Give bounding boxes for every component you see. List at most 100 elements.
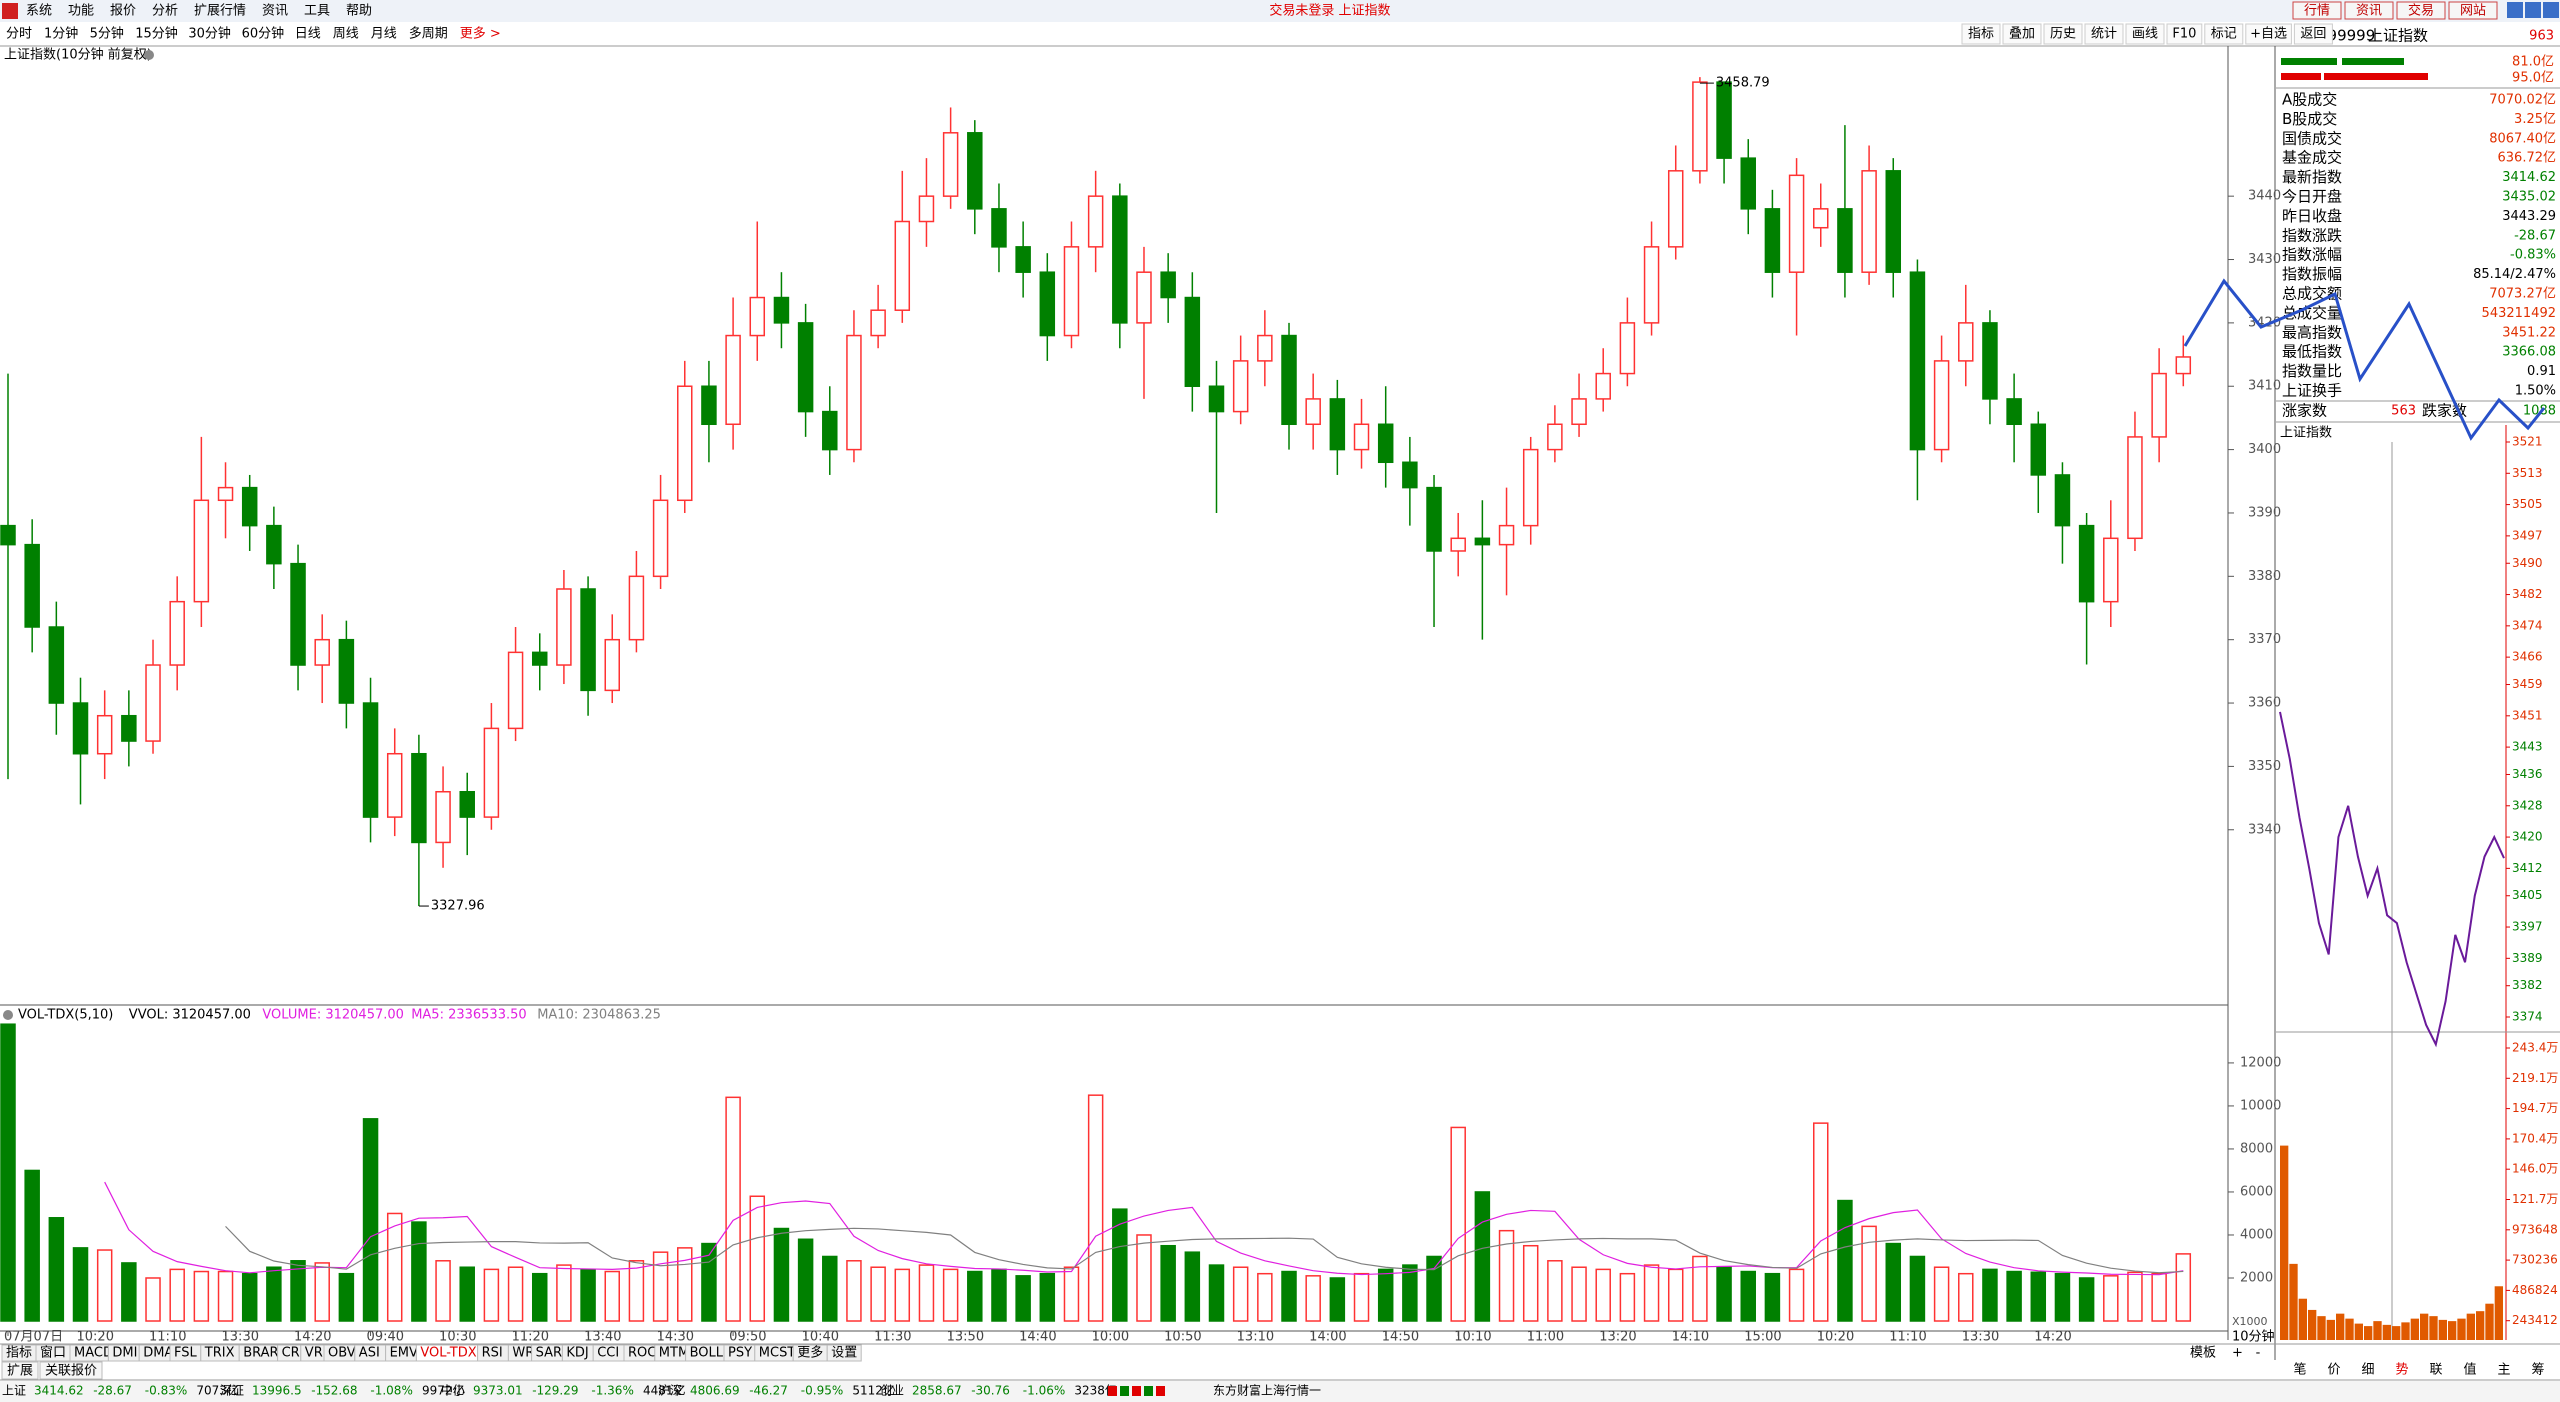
period-tab[interactable]: 1分钟 — [44, 26, 78, 42]
indicator-tab-label[interactable]: SAR — [536, 1346, 562, 1361]
period-tab[interactable]: 周线 — [333, 27, 359, 42]
nav-button[interactable] — [2448, 1, 2498, 20]
tool-button[interactable] — [2125, 23, 2165, 45]
indicator-tab-label[interactable]: 窗口 — [40, 1345, 66, 1361]
indicator-tab-label[interactable]: TRIX — [204, 1346, 235, 1361]
x-tick-label: 14:00 — [1309, 1330, 1346, 1345]
x-tick-label: 11:10 — [149, 1330, 186, 1345]
indicator-tab-label[interactable]: BRAR — [243, 1346, 278, 1361]
indicator-tab-label[interactable]: ASI — [359, 1346, 380, 1361]
tool-button-label[interactable]: 统计 — [2091, 27, 2117, 42]
indicator-tab-label[interactable]: WR — [512, 1346, 534, 1361]
tab-control[interactable]: - — [2256, 1346, 2261, 1361]
side-tab[interactable]: 主 — [2497, 1363, 2510, 1378]
side-tab[interactable]: 筹 — [2531, 1362, 2544, 1378]
menu-item[interactable]: 资讯 — [262, 4, 288, 19]
indicator-tab-label[interactable]: EMV — [390, 1346, 418, 1361]
minimize-button[interactable] — [2507, 2, 2523, 18]
x-tick-label: 07月07日 — [4, 1330, 63, 1345]
indicator-tab-label[interactable]: MCST — [759, 1346, 796, 1361]
indicator-tab-label[interactable]: KDJ — [566, 1346, 588, 1361]
indicator-tab-label[interactable]: 指标 — [6, 1346, 32, 1361]
indicator-tab-label[interactable]: CCI — [597, 1346, 619, 1361]
volume-bar — [483, 1268, 500, 1322]
indicator-tab[interactable] — [826, 1344, 862, 1362]
nav-button-label[interactable]: 资讯 — [2356, 4, 2382, 19]
side-tab[interactable]: 细 — [2361, 1363, 2374, 1378]
side-tab[interactable]: 值 — [2463, 1362, 2476, 1378]
bottom-tab-label[interactable]: 关联报价 — [45, 1364, 97, 1379]
tool-button[interactable] — [1961, 23, 2001, 45]
indicator-tab-label[interactable]: VOL-TDX — [420, 1346, 476, 1361]
period-tab[interactable]: 60分钟 — [242, 26, 285, 42]
candle-body — [1547, 423, 1563, 451]
period-tab[interactable]: 30分钟 — [188, 26, 231, 42]
indicator-tab-label[interactable]: FSL — [174, 1346, 198, 1361]
indicator-tab-label[interactable]: PSY — [728, 1346, 752, 1361]
indicator-tab-label[interactable]: 更多 — [797, 1345, 823, 1361]
indicator-tab-label[interactable]: MTM — [659, 1346, 689, 1361]
side-tab[interactable]: 笔 — [2293, 1362, 2306, 1378]
indicator-tab-label[interactable]: CR — [282, 1346, 300, 1361]
tool-button[interactable] — [2043, 23, 2083, 45]
side-tab[interactable]: 联 — [2429, 1363, 2442, 1378]
period-tab[interactable]: 15分钟 — [135, 26, 178, 42]
tool-button-label[interactable]: 画线 — [2132, 27, 2158, 42]
tool-button-label[interactable]: 历史 — [2050, 27, 2076, 42]
tool-button[interactable] — [2084, 23, 2124, 45]
side-tab[interactable]: 价 — [2327, 1363, 2340, 1378]
nav-button-label[interactable]: 网站 — [2460, 4, 2486, 19]
period-tab[interactable]: 月线 — [371, 27, 397, 42]
tool-button[interactable] — [2002, 23, 2042, 45]
nav-button[interactable] — [2344, 1, 2394, 20]
tab-control[interactable]: 模板 — [2190, 1346, 2216, 1361]
nav-button[interactable] — [2396, 1, 2446, 20]
indicator-tab-label[interactable]: 设置 — [831, 1346, 857, 1361]
menu-item[interactable]: 扩展行情 — [194, 4, 246, 19]
bottom-tab[interactable] — [39, 1361, 103, 1380]
volume-legend: VOL-TDX(5,10) — [18, 1008, 113, 1023]
close-button[interactable] — [2543, 2, 2559, 18]
bottom-tab-label[interactable]: 扩展 — [7, 1364, 33, 1379]
tool-button-label[interactable]: 标记 — [2211, 27, 2237, 42]
tool-button-label[interactable]: +自选 — [2250, 27, 2287, 42]
menu-item[interactable]: 功能 — [68, 4, 94, 19]
nav-button[interactable] — [2292, 1, 2342, 20]
drawn-trendline[interactable] — [2183, 278, 2546, 441]
menu-item[interactable]: 报价 — [110, 4, 136, 19]
panel-icon[interactable] — [3, 1010, 13, 1020]
intraday-volume-bar — [2354, 1323, 2363, 1340]
tool-button[interactable] — [2293, 23, 2333, 45]
tool-button[interactable] — [2245, 23, 2292, 45]
bottom-tab[interactable] — [1, 1361, 39, 1380]
maximize-button[interactable] — [2525, 2, 2541, 18]
indicator-tab-label[interactable]: RSI — [482, 1346, 503, 1361]
tool-button-label[interactable]: F10 — [2172, 27, 2196, 42]
period-tab[interactable]: 多周期 — [409, 26, 448, 42]
tab-control[interactable]: + — [2232, 1346, 2243, 1361]
indicator-tab-label[interactable]: VR — [305, 1346, 323, 1361]
indicator-tab-label[interactable]: ROC — [628, 1346, 656, 1361]
tool-button-label[interactable]: 返回 — [2300, 27, 2326, 42]
indicator-tab-label[interactable]: MACD — [74, 1346, 113, 1361]
tool-button[interactable] — [2204, 23, 2244, 45]
tool-button-label[interactable]: 叠加 — [2009, 27, 2035, 42]
tool-button[interactable] — [2166, 23, 2203, 45]
menu-item[interactable]: 帮助 — [346, 4, 372, 19]
indicator-tab-label[interactable]: BOLL — [690, 1346, 724, 1361]
chart-menu-icon[interactable] — [144, 50, 154, 60]
indicator-tab-label[interactable]: DMA — [143, 1346, 173, 1361]
period-tab[interactable]: 更多 > — [460, 26, 501, 42]
tool-button-label[interactable]: 指标 — [1968, 27, 1994, 42]
period-tab[interactable]: 分时 — [6, 27, 32, 42]
indicator-tab-label[interactable]: DMI — [112, 1346, 137, 1361]
nav-button-label[interactable]: 交易 — [2408, 3, 2434, 19]
period-tab[interactable]: 日线 — [295, 27, 321, 42]
menu-item[interactable]: 系统 — [26, 4, 52, 19]
menu-item[interactable]: 分析 — [152, 4, 178, 19]
side-tab[interactable]: 势 — [2395, 1362, 2408, 1378]
menu-item[interactable]: 工具 — [304, 4, 330, 19]
period-tab[interactable]: 5分钟 — [90, 26, 124, 42]
indicator-tab-label[interactable]: OBV — [328, 1346, 356, 1361]
nav-button-label[interactable]: 行情 — [2304, 4, 2330, 19]
